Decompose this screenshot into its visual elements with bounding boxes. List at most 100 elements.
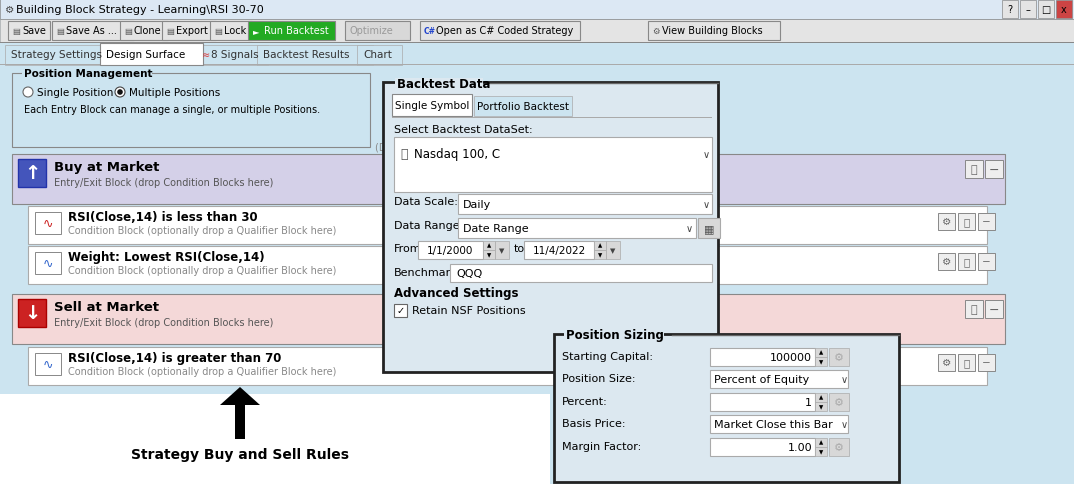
Text: Select Backtest DataSet:: Select Backtest DataSet:	[394, 125, 533, 135]
Text: ∿: ∿	[43, 358, 54, 371]
Bar	[12, 155, 1005, 205]
Text: –: –	[1026, 5, 1030, 15]
Bar	[120, 22, 168, 41]
Text: Strategy Settings: Strategy Settings	[11, 50, 102, 60]
Text: ⚙: ⚙	[942, 217, 952, 227]
Text: Position Management: Position Management	[24, 69, 153, 79]
Text: ∨: ∨	[685, 224, 693, 233]
Text: ⚙: ⚙	[5, 5, 14, 15]
Bar	[395, 79, 483, 89]
Text: QQQ: QQQ	[456, 269, 482, 278]
Bar	[357, 46, 402, 66]
Text: 8 Signals: 8 Signals	[211, 50, 259, 60]
Text: ⃠: ⃠	[963, 257, 970, 267]
Bar	[829, 348, 850, 366]
Text: ✓: ✓	[396, 306, 405, 316]
Text: (Drop En: (Drop En	[375, 143, 418, 152]
Text: Backtest Data: Backtest Data	[397, 77, 491, 91]
Bar	[1002, 1, 1018, 19]
Bar	[235, 404, 245, 439]
Text: Position Sizing: Position Sizing	[566, 329, 664, 342]
Bar	[28, 246, 987, 285]
Text: Date Range: Date Range	[463, 224, 528, 233]
Text: ∿: ∿	[43, 217, 54, 230]
Text: Export: Export	[176, 27, 208, 36]
Text: 100000: 100000	[770, 352, 812, 362]
Bar	[458, 219, 696, 239]
Text: ▲: ▲	[818, 394, 823, 400]
Text: RSI(Close,14) is greater than 70: RSI(Close,14) is greater than 70	[68, 352, 281, 365]
Text: ▼: ▼	[610, 247, 615, 254]
Bar	[0, 20, 1074, 43]
Text: ∿: ∿	[43, 257, 54, 270]
Bar	[392, 95, 471, 117]
Bar	[35, 212, 61, 235]
Text: ∨: ∨	[702, 150, 710, 160]
Bar	[958, 254, 975, 271]
Bar	[8, 22, 50, 41]
Text: ∨: ∨	[702, 199, 710, 210]
Text: ▲: ▲	[487, 243, 491, 248]
Bar	[383, 83, 719, 372]
Bar	[985, 161, 1003, 179]
Bar	[28, 348, 987, 385]
Text: Each Entry Block can manage a single, or multiple Positions.: Each Entry Block can manage a single, or…	[24, 105, 320, 115]
Text: Save As ...: Save As ...	[66, 27, 117, 36]
Text: Building Block Strategy - Learning\RSI 30-70: Building Block Strategy - Learning\RSI 3…	[16, 5, 264, 15]
Bar	[35, 253, 61, 274]
Bar	[1037, 1, 1054, 19]
Text: ⃠: ⃠	[971, 165, 977, 175]
Bar	[938, 254, 955, 271]
Bar	[978, 354, 995, 371]
Text: Retain NSF Positions: Retain NSF Positions	[412, 306, 525, 316]
Text: 1.00: 1.00	[787, 442, 812, 452]
Text: Entry/Exit Block (drop Condition Blocks here): Entry/Exit Block (drop Condition Blocks …	[54, 178, 274, 188]
Text: Chart: Chart	[363, 50, 392, 60]
Bar	[420, 22, 580, 41]
Bar	[100, 44, 203, 66]
Bar	[458, 195, 712, 214]
Text: ⚙: ⚙	[942, 257, 952, 267]
Text: Percent:: Percent:	[562, 396, 608, 406]
Text: ↓: ↓	[24, 304, 40, 323]
Text: ↑: ↑	[24, 164, 40, 183]
Bar	[495, 242, 509, 259]
Text: −: −	[982, 217, 991, 227]
Bar	[524, 242, 594, 259]
Text: ?: ?	[1007, 5, 1013, 15]
Bar	[0, 0, 1074, 20]
Bar	[28, 207, 987, 244]
Text: ⚙: ⚙	[834, 352, 844, 362]
Text: ∨: ∨	[841, 419, 847, 429]
Bar	[815, 357, 827, 366]
Text: Condition Block (optionally drop a Qualifier Block here): Condition Block (optionally drop a Quali…	[68, 226, 336, 236]
Bar	[815, 393, 827, 402]
Text: ▼: ▼	[818, 405, 823, 409]
Text: ▲: ▲	[598, 243, 603, 248]
Bar	[483, 251, 495, 259]
Text: Backtest Results: Backtest Results	[263, 50, 349, 60]
Text: Buy at Market: Buy at Market	[54, 161, 159, 174]
Text: ▤: ▤	[56, 27, 63, 36]
Text: o): o)	[710, 143, 720, 152]
Polygon shape	[220, 387, 260, 405]
Text: Design Surface: Design Surface	[106, 50, 185, 60]
Bar	[394, 304, 407, 318]
Bar	[938, 213, 955, 230]
Bar	[0, 66, 1074, 484]
Text: Position Size:: Position Size:	[562, 373, 636, 383]
Bar	[594, 251, 606, 259]
Text: C#: C#	[424, 27, 436, 36]
Text: RSI(Close,14) is less than 30: RSI(Close,14) is less than 30	[68, 211, 258, 224]
Bar	[18, 300, 46, 327]
Bar	[21, 70, 153, 80]
Bar	[966, 161, 983, 179]
Text: ⚙: ⚙	[652, 27, 659, 36]
Bar	[710, 370, 848, 388]
Text: Condition Block (optionally drop a Qualifier Block here): Condition Block (optionally drop a Quali…	[68, 366, 336, 376]
Bar	[829, 438, 850, 456]
Text: −: −	[982, 257, 991, 267]
Circle shape	[117, 90, 122, 96]
Text: ▼: ▼	[487, 253, 491, 258]
Bar	[1056, 1, 1072, 19]
